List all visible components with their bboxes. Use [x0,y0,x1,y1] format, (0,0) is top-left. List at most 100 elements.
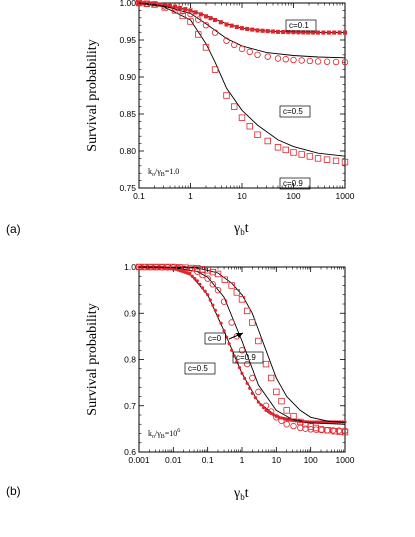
data-point-c=0.9 [297,418,304,426]
data-point-c=0.5 [283,421,290,428]
data-point-c=0.1 [337,30,342,35]
legend-arrow [228,332,244,340]
data-point-c=0.5 [249,374,256,382]
y-tick-label: 0.95 [119,35,136,45]
series-label-box [184,362,216,375]
data-point-c=0.9 [171,7,179,14]
y-tick-label: 1.0 [124,262,136,272]
data-point-c=0.5 [262,402,270,409]
data-point-c=0.9 [199,266,206,273]
data-point-c=0.1 [213,17,218,23]
data-point-c=0 [250,391,254,395]
data-point-c=0.9 [307,423,314,430]
x-axis-label: γbt [233,486,249,502]
data-point-c=0.9 [151,1,158,8]
data-point-c=0.5 [341,59,349,66]
data-point-c=0.1 [208,16,213,21]
data-point-c=0.5 [223,37,230,44]
data-point-c=0.1 [326,30,331,35]
data-point-c=0 [245,381,249,385]
data-point-c=0.9 [331,427,338,435]
series-label-box [279,177,311,190]
data-point-c=0.5 [274,55,282,62]
data-point-c=0.1 [203,14,209,19]
x-tick-label: 0.1 [202,455,214,465]
data-point-c=0 [237,365,242,370]
data-point-c=0.5 [202,22,210,29]
series-label-c=0.5: c=0.5 [283,107,303,116]
data-point-c=0.9 [161,4,168,11]
data-point-c=0.5 [214,286,222,294]
chart-panel-1: 0.001 0.01 0.1 1 10 100 1000 0.6 0.7 0.8 0.9 1.0 c=0… [85,262,355,502]
y-axis-label: Survival probability [85,39,100,151]
arrow-head [236,333,243,338]
data-point-c=0.5 [243,360,251,368]
parameter-annotation: ko/γB=1.0 [148,167,179,178]
data-point-c=0.9 [135,0,143,7]
series-label-box [232,351,264,364]
data-point-c=0.1 [239,26,245,31]
data-point-c=0.9 [179,12,186,20]
data-point-c=0.9 [211,66,219,73]
chart-panel-0: 0.1 1 10 100 1000 0.75 0.80 0.85 0.90 0.95 1.00 c=0… [85,0,355,237]
data-point-c=0.1 [255,28,260,33]
data-point-c=0.9 [282,146,289,154]
data-point-c=0 [193,276,197,281]
data-point-c=0 [203,289,207,293]
data-point-c=0.1 [234,24,239,29]
data-point-c=0.9 [278,397,285,405]
data-point-c=0.5 [306,57,314,65]
data-point-c=0 [227,342,231,346]
data-point-c=0.5 [323,58,331,65]
data-point-c=0.1 [198,12,203,17]
data-point-c=0 [211,303,215,307]
data-point-c=0.1 [193,10,198,15]
data-point-c=0.5 [278,417,285,424]
data-point-c=0.9 [317,426,325,433]
data-point-c=0.9 [249,319,256,326]
y-tick-label: 0.80 [119,146,136,156]
data-point-c=0.9 [274,144,282,151]
series-label-box [204,332,226,345]
data-point-c=0 [240,371,244,376]
data-point-c=0.9 [302,421,309,428]
data-point-c=0.9 [238,296,246,303]
data-point-c=0.9 [341,428,349,436]
data-point-c=0 [200,286,205,290]
data-point-c=0 [219,321,223,325]
data-point-c=0.9 [143,0,150,7]
data-point-c=0.9 [290,412,297,420]
data-point-c=0.1 [218,20,223,25]
data-point-c=0.5 [273,414,280,421]
data-point-c=0.5 [220,298,228,305]
data-point-c=0 [256,400,261,404]
x-tick-label: 0.1 [133,191,145,201]
data-point-c=0.5 [238,45,246,53]
data-point-c=0.9 [262,360,270,368]
data-point-c=0.9 [223,92,230,99]
data-point-c=0.5 [314,58,322,65]
data-point-c=0.5 [298,57,305,64]
data-point-c=0.5 [290,56,297,64]
data-point-c=0.9 [246,123,253,130]
series-label-c=0.9: c=0.9 [283,179,303,188]
data-point-c=0 [259,403,263,407]
series-label-box [279,105,311,118]
data-point-c=0 [248,386,252,390]
fit-curve-c=0 [138,266,345,423]
data-point-c=0.5 [231,41,238,49]
data-point-c=0.1 [245,26,250,31]
data-point-c=0.1 [286,30,291,35]
data-point-c=0.1 [342,30,348,35]
data-point-c=0.9 [187,18,194,25]
x-tick-label: 1 [240,455,245,465]
data-point-c=0.9 [243,307,251,315]
y-tick-label: 0.7 [124,401,136,411]
data-point-c=0.9 [194,265,201,272]
fit-curve-c=0.9 [138,2,346,157]
data-point-c=0 [190,274,194,278]
x-tick-label: 1000 [336,191,355,201]
data-point-c=0 [213,308,218,313]
data-point-c=0.5 [297,424,304,432]
